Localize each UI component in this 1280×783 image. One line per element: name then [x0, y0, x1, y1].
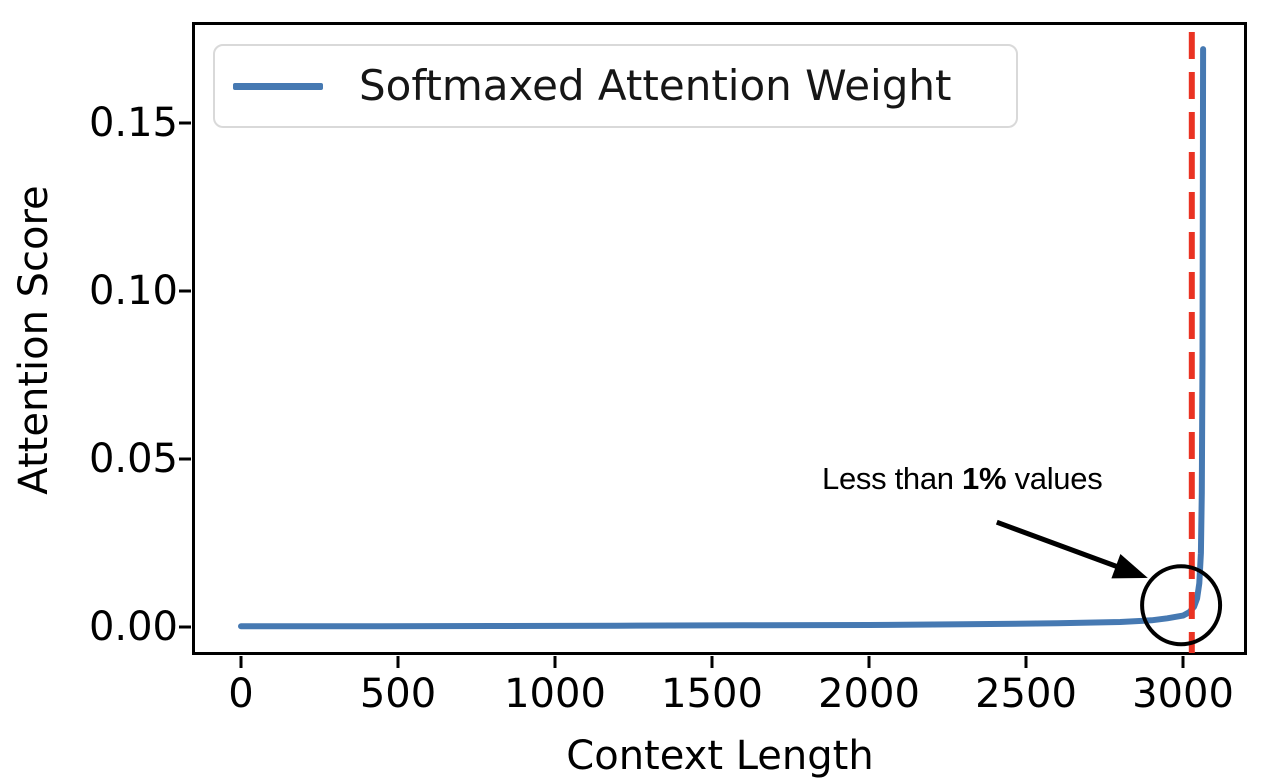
legend-label: Softmaxed Attention Weight — [359, 61, 952, 110]
annotation-text-suffix: values — [1006, 461, 1103, 496]
x-tick-label: 1500 — [661, 671, 763, 717]
x-axis-label: Context Length — [566, 733, 874, 779]
legend-line-swatch — [233, 82, 323, 90]
x-tick-label: 2500 — [975, 671, 1077, 717]
y-tick-label: 0.15 — [88, 100, 178, 146]
annotation-text-bold: 1% — [962, 461, 1007, 496]
y-tick-label: 0.05 — [88, 436, 178, 482]
legend: Softmaxed Attention Weight — [213, 44, 1018, 128]
x-tick-label: 2000 — [818, 671, 920, 717]
x-tick-label: 1000 — [504, 671, 606, 717]
y-tick-label: 0.00 — [88, 604, 178, 650]
x-tick-label: 3000 — [1132, 671, 1234, 717]
y-axis-label: Attention Score — [11, 185, 57, 495]
annotation-text-prefix: Less than — [822, 461, 963, 496]
y-tick-label: 0.10 — [88, 268, 178, 314]
x-tick-label: 0 — [228, 671, 254, 717]
x-tick-label: 500 — [359, 671, 437, 717]
annotation-text: Less than 1% values — [822, 461, 1103, 496]
